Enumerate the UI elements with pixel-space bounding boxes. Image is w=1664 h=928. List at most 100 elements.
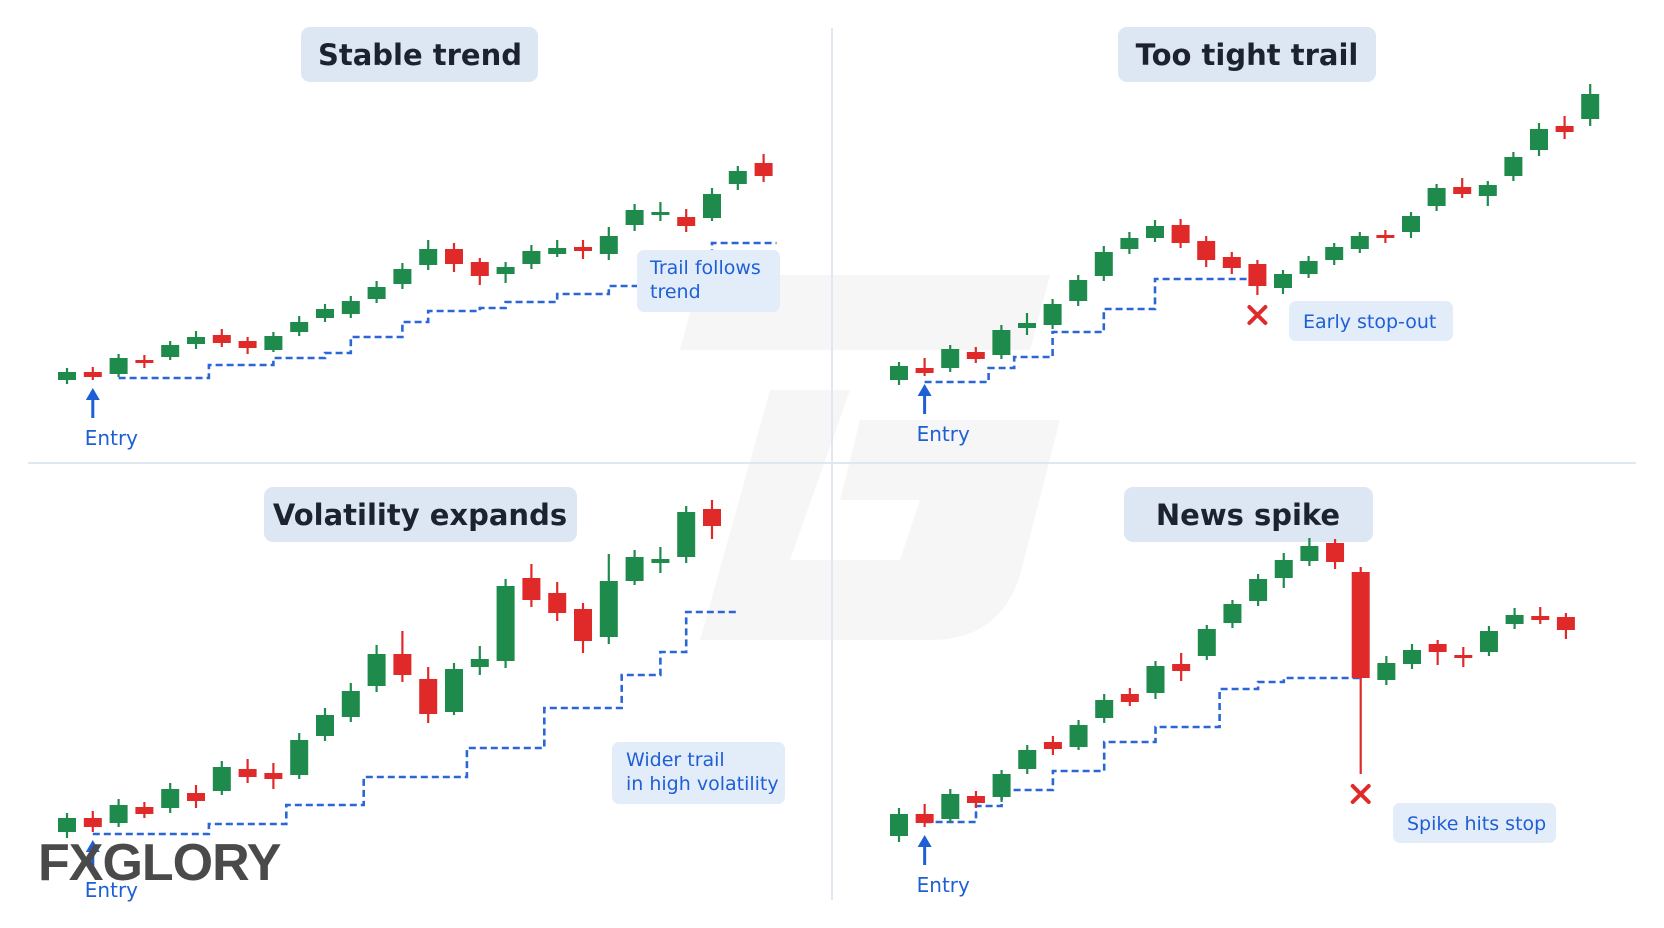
panel-title-box xyxy=(301,27,538,82)
annotation-box xyxy=(612,742,785,804)
candle-bullish xyxy=(1043,299,1062,329)
candle-body xyxy=(915,814,934,823)
entry-label: Entry xyxy=(85,426,138,450)
candle-body xyxy=(1018,750,1037,769)
annotation-line: Wider trail xyxy=(626,749,725,771)
candle-bearish xyxy=(574,603,592,653)
candle-body xyxy=(238,769,257,777)
candle-body xyxy=(1505,615,1524,624)
candle-body xyxy=(1299,261,1318,274)
candle-bullish xyxy=(1299,256,1318,278)
candle-body xyxy=(1094,252,1113,276)
candle-bearish xyxy=(1376,230,1395,243)
candle-body xyxy=(58,818,76,832)
candle-body xyxy=(1172,664,1191,671)
candle-body xyxy=(1300,546,1319,561)
candle-body xyxy=(625,557,644,581)
candle-body xyxy=(548,248,567,254)
candle-bullish xyxy=(1274,270,1292,294)
panel-title: Stable trend xyxy=(318,38,522,72)
candle-bullish xyxy=(1018,313,1036,335)
candle-bullish xyxy=(419,240,438,270)
candle-bearish xyxy=(1351,567,1370,774)
candle-bullish xyxy=(58,368,76,384)
candle-body xyxy=(1479,631,1498,652)
entry-marker: Entry xyxy=(85,840,138,902)
candle-bullish xyxy=(1300,538,1319,566)
candle-bullish xyxy=(496,579,515,668)
candle-bullish xyxy=(264,332,283,352)
candle-bearish xyxy=(966,791,985,808)
candle-body xyxy=(58,372,76,380)
candle-body xyxy=(341,301,360,314)
candle-bullish xyxy=(625,204,644,231)
candle-body xyxy=(941,794,960,819)
candle-bullish xyxy=(1223,600,1242,628)
annotation-text: Spike hits stop xyxy=(1407,813,1546,835)
candle-body xyxy=(1453,187,1472,194)
candle-bearish xyxy=(83,811,102,832)
candle-body xyxy=(290,740,309,775)
candle-bearish xyxy=(1120,688,1139,706)
candle-bullish xyxy=(522,245,541,269)
trail-stop-line xyxy=(924,277,1258,384)
candle-body xyxy=(1171,225,1190,243)
candle-bearish xyxy=(1454,647,1473,667)
candle-bearish xyxy=(1531,607,1550,624)
candle-bearish xyxy=(83,367,102,380)
candle-body xyxy=(915,368,934,373)
candle-body xyxy=(496,586,515,661)
candle-bullish xyxy=(1018,745,1037,774)
candle-bullish xyxy=(728,166,747,190)
candle-body xyxy=(651,559,670,563)
candle-bullish xyxy=(1377,656,1396,685)
candle-bearish xyxy=(1171,219,1190,248)
candle-body xyxy=(1120,694,1139,702)
candle-body xyxy=(367,287,386,299)
candle-body xyxy=(1428,644,1447,652)
candle-bullish xyxy=(890,362,908,385)
candle-bearish xyxy=(393,631,412,682)
entry-marker: Entry xyxy=(917,384,970,446)
candle-bullish xyxy=(496,262,515,283)
candle-body xyxy=(264,773,283,779)
candle-body xyxy=(238,341,257,348)
candle-bullish xyxy=(1325,243,1344,265)
candle-bullish xyxy=(1581,84,1600,126)
trail-stop-line xyxy=(118,241,777,380)
candle-body xyxy=(445,249,463,264)
candle-bullish xyxy=(187,331,205,349)
panel-title-box xyxy=(1118,27,1376,82)
candle-body xyxy=(1069,725,1088,747)
candle-body xyxy=(470,659,489,667)
candle-body xyxy=(1274,560,1293,578)
candle-body xyxy=(135,360,154,363)
candle-bullish xyxy=(316,708,334,741)
trail-stop-path xyxy=(118,241,777,380)
entry-arrow-icon xyxy=(85,388,100,400)
stop-x-icon xyxy=(1350,784,1371,804)
candle-body xyxy=(1377,663,1396,680)
candle-body xyxy=(1274,274,1292,288)
candle-body xyxy=(941,349,960,368)
candle-body xyxy=(1146,226,1164,238)
candle-body xyxy=(419,249,438,265)
candle-body xyxy=(83,818,102,827)
candle-body xyxy=(1555,126,1574,132)
candle-body xyxy=(212,767,231,791)
candle-body xyxy=(1197,629,1216,656)
candle-body xyxy=(754,163,773,176)
annotation-box xyxy=(637,250,780,312)
annotation-text: Trail follows trend xyxy=(649,257,767,303)
candle-bullish xyxy=(1350,232,1369,253)
panel-title-box xyxy=(264,487,577,542)
candle-bullish xyxy=(992,770,1011,802)
candle-bearish xyxy=(915,358,934,376)
candle-bearish xyxy=(1453,178,1472,198)
candle-body xyxy=(574,247,592,251)
candle-body xyxy=(522,251,541,264)
candle-bullish xyxy=(470,646,489,675)
stop-x-icon xyxy=(1247,305,1268,325)
candle-body xyxy=(548,593,567,613)
candle-bullish xyxy=(651,547,670,573)
